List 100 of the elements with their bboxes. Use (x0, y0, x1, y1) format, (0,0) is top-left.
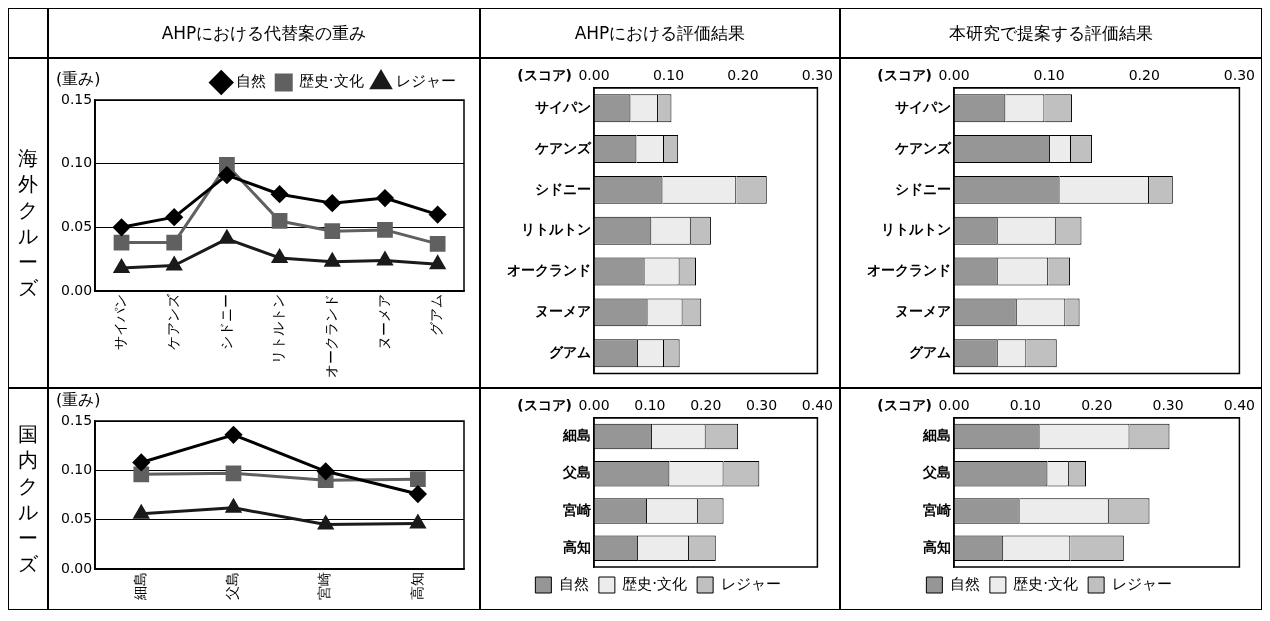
chart-title: AHPにおける評価結果 (480, 8, 840, 58)
point (271, 185, 289, 203)
point (323, 194, 341, 212)
point (113, 259, 130, 274)
x-tick-label: 0.10 (652, 67, 685, 84)
point (166, 257, 182, 271)
x-tick-label: 0.10 (634, 397, 666, 414)
point (218, 166, 236, 184)
x-tick-label: 0.20 (727, 67, 759, 84)
point (133, 466, 150, 483)
x-tick-label: 高知 (408, 572, 425, 600)
chart-title: AHPにおける代替案の重み (48, 8, 480, 58)
point (272, 249, 288, 263)
y-tick-label: 0.15 (61, 411, 93, 428)
y-tick-label: 0.00 (61, 559, 93, 576)
y-tick-label: ケアンズ (534, 139, 592, 156)
point (271, 213, 288, 229)
x-axis-title: (スコア) (517, 397, 572, 414)
text: 国内クルーズ (18, 421, 38, 577)
y-tick-label: 0.00 (61, 281, 93, 298)
legend-label: 歴史·文化 (298, 72, 364, 91)
x-tick-label: サイパン (112, 294, 129, 350)
y-tick-label: オークランド (867, 262, 951, 279)
x-tick-label: 0.00 (938, 397, 970, 414)
point (225, 499, 242, 513)
point (165, 208, 183, 226)
point (318, 516, 334, 530)
x-tick-label: 0.00 (938, 67, 970, 84)
legend-label: 自然 (949, 574, 980, 593)
point (113, 218, 131, 236)
y-tick-label: 0.15 (61, 90, 93, 107)
x-tick-label: 0.30 (745, 397, 778, 414)
point (166, 234, 183, 251)
point (409, 485, 427, 503)
y-tick-label: シドニー (535, 180, 591, 197)
x-tick-label: 0.20 (690, 397, 722, 414)
y-tick-label: 0.05 (61, 510, 93, 527)
point (324, 223, 341, 240)
x-tick-label: リトルトン (270, 294, 287, 364)
point (410, 515, 426, 529)
y-tick-label: シドニー (895, 180, 951, 197)
x-tick-label: ケアンズ (164, 293, 181, 350)
point (430, 255, 446, 270)
x-tick-label: 0.20 (1081, 397, 1113, 414)
legend-label: レジャー (720, 574, 781, 593)
y-tick-label: 0.10 (61, 460, 93, 477)
y-tick-label: リトルトン (521, 221, 591, 238)
x-tick-label: 0.30 (1223, 67, 1255, 84)
x-tick-label: 0.40 (801, 397, 833, 414)
x-tick-label: ヌーメア (375, 294, 392, 350)
point (132, 453, 150, 471)
y-tick-label: サイパン (895, 98, 951, 115)
y-tick-label: 0.10 (61, 154, 93, 171)
x-tick-label: 0.10 (1033, 67, 1065, 84)
point (429, 236, 446, 252)
point (113, 234, 130, 251)
point (133, 505, 149, 519)
x-tick-label: オークランド (322, 294, 339, 378)
y-tick-label: オークランド (507, 262, 591, 279)
y-tick-label: 宮崎 (563, 501, 591, 518)
y-tick-label: 細島 (562, 427, 591, 444)
point (377, 251, 393, 266)
legend-label: 自然 (558, 574, 589, 593)
point (376, 189, 394, 207)
x-tick-label: 0.20 (1128, 67, 1160, 84)
x-tick-label: 宮崎 (316, 572, 333, 600)
y-tick-label: サイパン (535, 98, 591, 115)
x-tick-label: グアム (428, 294, 445, 336)
legend-label: レジャー (396, 72, 456, 91)
chart-title: 本研究で提案する評価結果 (840, 8, 1262, 58)
x-tick-label: 0.00 (578, 67, 610, 84)
x-tick-label: シドニー (217, 294, 234, 350)
y-axis-title: (重み) (56, 390, 101, 410)
x-tick-label: 父島 (224, 572, 241, 600)
point (317, 462, 335, 480)
x-axis-title: (スコア) (877, 67, 932, 84)
y-tick-label: 父島 (922, 464, 951, 481)
y-tick-label: リトルトン (881, 221, 951, 238)
x-tick-label: 細島 (131, 572, 148, 601)
legend-label: 歴史·文化 (622, 574, 688, 593)
point (429, 206, 447, 224)
legend-label: 自然 (236, 72, 267, 91)
legend-label: レジャー (1111, 574, 1172, 593)
y-tick-label: 0.05 (61, 217, 93, 234)
point (224, 426, 242, 444)
x-tick-label: 0.10 (1009, 397, 1041, 414)
y-axis-title: (重み) (56, 69, 101, 89)
point (377, 222, 393, 238)
x-axis-title: (スコア) (517, 67, 572, 84)
point (324, 253, 340, 267)
x-tick-label: 0.00 (578, 397, 610, 414)
x-axis-title: (スコア) (877, 397, 932, 414)
y-tick-label: 高知 (923, 538, 951, 555)
point (410, 471, 426, 488)
point (219, 230, 235, 244)
legend-label: 歴史·文化 (1013, 574, 1079, 593)
x-tick-label: 0.30 (801, 67, 833, 84)
y-tick-label: 宮崎 (923, 501, 951, 518)
x-tick-label: 0.30 (1152, 397, 1184, 414)
y-tick-label: 細島 (922, 427, 951, 444)
